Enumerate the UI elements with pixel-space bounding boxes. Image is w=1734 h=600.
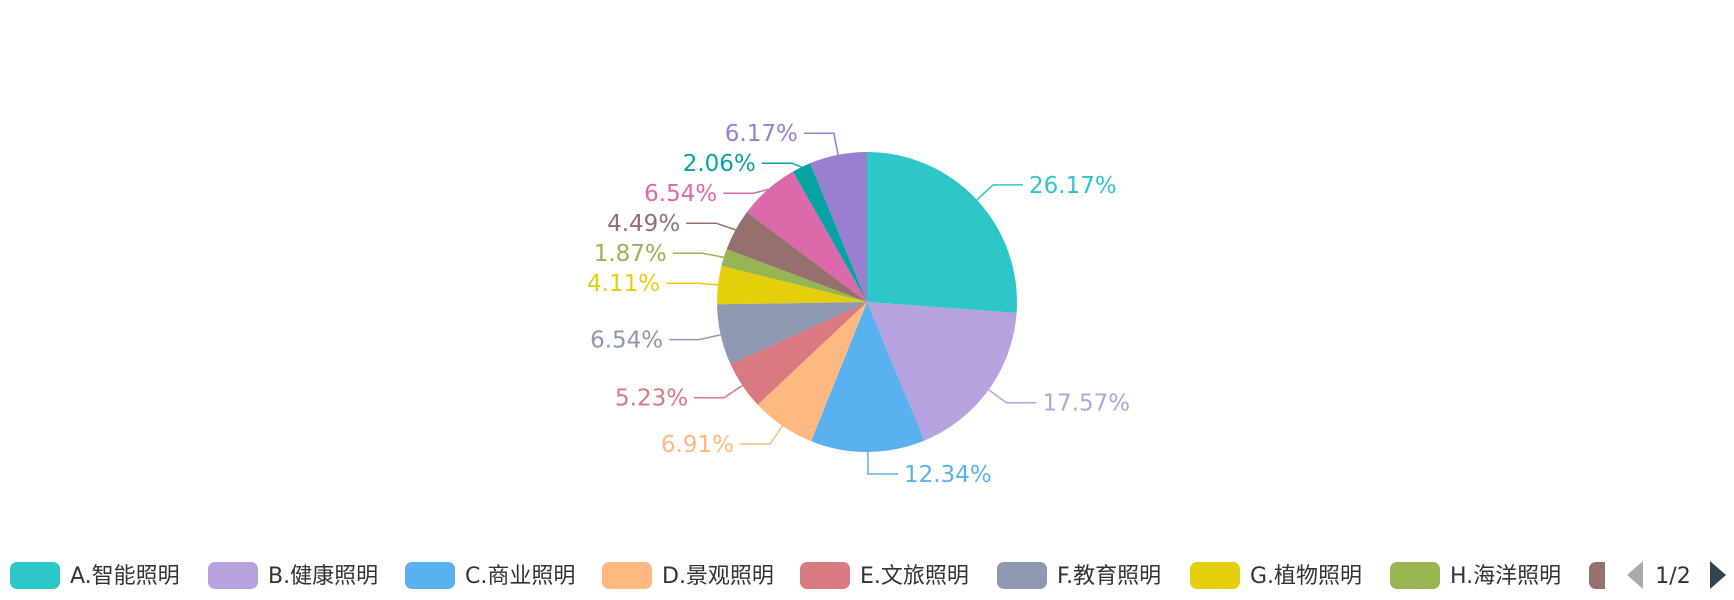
legend-item[interactable]: C.商业照明: [405, 562, 575, 589]
legend-item[interactable]: A.智能照明: [10, 562, 180, 589]
legend-swatch: [1190, 562, 1240, 589]
pie-slice-2[interactable]: [867, 302, 1017, 441]
pie-label-line-4: [740, 425, 784, 445]
legend-swatch: [10, 562, 60, 589]
legend-item[interactable]: D.景观照明: [602, 562, 774, 589]
pie-label-line-8: [672, 252, 724, 259]
pie-label-line-7: [666, 282, 719, 286]
pie-label-line-2: [988, 389, 1037, 404]
pie-data-label-7: 4.11%: [587, 271, 660, 297]
pie-data-label-12: 6.17%: [725, 121, 798, 147]
pie-label-line-5: [694, 384, 743, 399]
legend-item[interactable]: F.教育照明: [997, 562, 1161, 589]
pie-data-label-11: 2.06%: [683, 151, 756, 177]
pie-label-line-12: [803, 132, 839, 155]
legend-label: B.健康照明: [268, 564, 378, 589]
pie-slice-10[interactable]: [746, 171, 867, 302]
legend-swatch: [208, 562, 258, 589]
pie-slice-7[interactable]: [717, 265, 867, 305]
pie-label-line-1: [976, 184, 1024, 201]
pie-label-line-9: [686, 222, 736, 231]
legend: A.智能照明 B.健康照明 C.商业照明 D.景观照明 E.文旅照明 F.教育照明 G.植物…: [10, 562, 1639, 589]
pie-slice-8[interactable]: [721, 249, 867, 302]
legend-item[interactable]: H.海洋照明: [1390, 562, 1561, 589]
pie-data-label-4: 6.91%: [661, 432, 734, 458]
legend-item[interactable]: E.文旅照明: [800, 562, 969, 589]
pie-data-label-1: 26.17%: [1029, 173, 1117, 199]
legend-label: G.植物照明: [1250, 564, 1362, 589]
pie-slice-6[interactable]: [717, 302, 867, 364]
legend-label: H.海洋照明: [1450, 564, 1561, 589]
pie-data-label-9: 4.49%: [607, 211, 680, 237]
legend-swatch: [800, 562, 850, 589]
pie-slice-9[interactable]: [726, 212, 867, 302]
pie-data-label-5: 5.23%: [615, 386, 688, 412]
legend-swatch: [997, 562, 1047, 589]
legend-swatch: [1589, 562, 1605, 589]
pie-data-label-3: 12.34%: [904, 462, 992, 488]
legend-label: C.商业照明: [465, 564, 575, 589]
pie-slice-4[interactable]: [757, 302, 867, 442]
pie-label-line-11: [761, 162, 802, 168]
legend-item[interactable]: B.健康照明: [208, 562, 378, 589]
legend-label: A.智能照明: [70, 564, 180, 589]
legend-swatch: [405, 562, 455, 589]
legend-label: E.文旅照明: [860, 564, 969, 589]
legend-label: D.景观照明: [662, 564, 774, 589]
legend-item[interactable]: G.植物照明: [1190, 562, 1362, 589]
pie-data-label-2: 17.57%: [1042, 391, 1130, 417]
pie-slice-12[interactable]: [810, 152, 867, 302]
pie-slice-1[interactable]: [867, 152, 1017, 314]
legend-swatch: [1390, 562, 1440, 589]
pie-data-label-10: 6.54%: [644, 181, 717, 207]
legend-pager: 1/2: [1627, 561, 1726, 589]
legend-prev-page-icon[interactable]: [1627, 561, 1643, 589]
legend-page-indicator: 1/2: [1655, 564, 1690, 589]
pie-slice-3[interactable]: [811, 302, 925, 453]
legend-swatch: [602, 562, 652, 589]
pie-label-line-3: [867, 451, 898, 475]
pie-label-line-6: [669, 334, 721, 341]
pie-data-label-8: 1.87%: [594, 241, 667, 267]
pie-labels: 26.17% 17.57% 12.34% 6.91% 5.23% 6.54% 4.11% 1.…: [587, 121, 1130, 488]
pie-slices: [717, 152, 1017, 453]
pie-slice-11[interactable]: [792, 163, 867, 302]
legend-label: F.教育照明: [1057, 564, 1161, 589]
pie-data-label-6: 6.54%: [590, 328, 663, 354]
legend-next-page-icon[interactable]: [1710, 561, 1726, 589]
pie-slice-5[interactable]: [730, 302, 867, 405]
pie-label-line-10: [723, 188, 768, 194]
legend-item[interactable]: [1589, 562, 1639, 589]
